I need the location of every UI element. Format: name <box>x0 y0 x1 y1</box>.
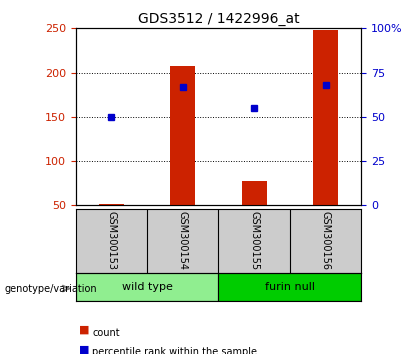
Text: ■: ■ <box>79 344 89 354</box>
Text: genotype/variation: genotype/variation <box>4 284 97 293</box>
Title: GDS3512 / 1422996_at: GDS3512 / 1422996_at <box>138 12 299 26</box>
Text: ■: ■ <box>79 325 89 335</box>
Text: GSM300155: GSM300155 <box>249 211 259 270</box>
Bar <box>241 181 267 205</box>
Text: GSM300153: GSM300153 <box>106 211 116 270</box>
Text: furin null: furin null <box>265 282 315 292</box>
Text: GSM300156: GSM300156 <box>320 211 331 270</box>
Text: GSM300154: GSM300154 <box>178 211 188 270</box>
Bar <box>218 273 361 301</box>
Bar <box>99 204 124 205</box>
Bar <box>170 67 195 205</box>
Text: count: count <box>92 328 120 338</box>
Text: wild type: wild type <box>121 282 173 292</box>
Bar <box>313 30 338 205</box>
Bar <box>76 273 218 301</box>
Text: percentile rank within the sample: percentile rank within the sample <box>92 347 257 354</box>
